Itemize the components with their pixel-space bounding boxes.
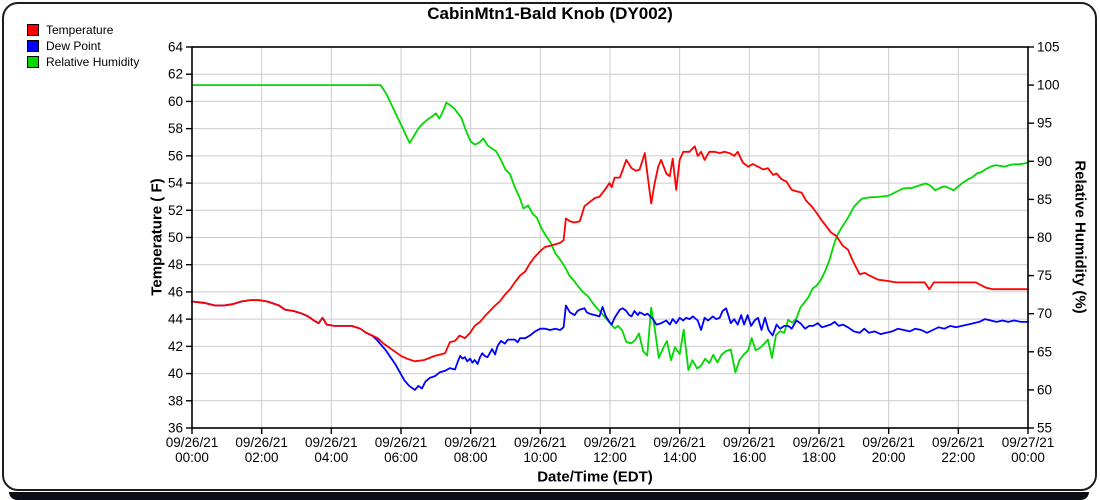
- y-axis-left-tick-label: 52: [168, 203, 183, 218]
- x-axis-tick-time-label: 02:00: [245, 450, 279, 465]
- y-axis-right-tick-label: 55: [1037, 421, 1052, 436]
- y-axis-right-tick-label: 70: [1037, 306, 1052, 321]
- x-axis-tick-date-label: 09/26/21: [793, 435, 846, 450]
- y-axis-left-tick-label: 40: [168, 366, 183, 381]
- x-axis-tick-time-label: 20:00: [872, 450, 906, 465]
- x-axis-tick-time-label: 08:00: [454, 450, 488, 465]
- window-bottom-edge: [9, 492, 1089, 500]
- tick-marks: [186, 46, 1034, 434]
- x-axis-tick-date-label: 09/26/21: [514, 435, 567, 450]
- x-axis-tick-time-label: 06:00: [384, 450, 418, 465]
- tick-labels: 64 62 60 58 56 54 52 50 48 46 44 42 40 38 36 105 100 95 90…: [166, 40, 1060, 466]
- legend-item-dew-point: Dew Point: [27, 38, 139, 54]
- y-axis-left-tick-label: 44: [168, 312, 184, 327]
- y-axis-left-title: Temperature ( F): [148, 178, 166, 296]
- x-axis-tick-date-label: 09/26/21: [166, 435, 219, 450]
- y-axis-left-tick-label: 58: [168, 121, 183, 136]
- x-axis-tick-time-label: 04:00: [314, 450, 348, 465]
- y-axis-left-tick-label: 38: [168, 393, 183, 408]
- dew-point-swatch-icon: [27, 40, 39, 52]
- y-axis-left-tick-label: 50: [168, 230, 183, 245]
- x-axis-title: Date/Time (EDT): [537, 468, 653, 486]
- x-axis-tick-date-label: 09/26/21: [235, 435, 288, 450]
- x-axis-tick-time-label: 00:00: [1011, 450, 1045, 465]
- legend-item-relative-humidity: Relative Humidity: [27, 54, 139, 70]
- relative-humidity-swatch-icon: [27, 56, 39, 68]
- y-axis-left-tick-label: 56: [168, 148, 183, 163]
- legend-label-dew-point: Dew Point: [46, 39, 101, 53]
- y-axis-right-tick-label: 60: [1037, 382, 1052, 397]
- chart-title: CabinMtn1-Bald Knob (DY002): [427, 4, 673, 23]
- x-axis-tick-date-label: 09/26/21: [584, 435, 637, 450]
- y-axis-right-tick-label: 95: [1037, 116, 1052, 131]
- legend-label-temperature: Temperature: [46, 23, 114, 37]
- y-axis-right-tick-label: 80: [1037, 230, 1052, 245]
- x-axis-tick-time-label: 16:00: [732, 450, 766, 465]
- y-axis-right-tick-label: 105: [1037, 40, 1060, 55]
- series-relative-humidity: [191, 84, 1029, 374]
- y-axis-right-tick-label: 75: [1037, 268, 1052, 283]
- x-axis-tick-date-label: 09/26/21: [653, 435, 706, 450]
- y-axis-left-tick-label: 36: [168, 421, 183, 436]
- legend: Temperature Dew Point Relative Humidity: [27, 22, 139, 70]
- x-axis-tick-time-label: 14:00: [663, 450, 697, 465]
- x-axis-tick-date-label: 09/26/21: [444, 435, 497, 450]
- series-dew-point: [191, 299, 1029, 391]
- x-axis-tick-time-label: 12:00: [593, 450, 627, 465]
- y-axis-right-tick-label: 85: [1037, 192, 1052, 207]
- x-axis-tick-date-label: 09/26/21: [375, 435, 428, 450]
- x-axis-tick-date-label: 09/26/21: [305, 435, 358, 450]
- y-axis-right-tick-label: 65: [1037, 344, 1052, 359]
- series-relative-humidity-line: [191, 84, 1029, 374]
- y-axis-left-tick-label: 42: [168, 339, 183, 354]
- temperature-swatch-icon: [27, 24, 39, 36]
- y-axis-left-tick-label: 46: [168, 284, 183, 299]
- x-axis-tick-time-label: 22:00: [941, 450, 975, 465]
- y-axis-left-tick-label: 60: [168, 94, 183, 109]
- x-axis-tick-time-label: 18:00: [802, 450, 836, 465]
- legend-label-relative-humidity: Relative Humidity: [46, 55, 140, 69]
- y-axis-right-tick-label: 100: [1037, 78, 1060, 93]
- x-axis-tick-date-label: 09/26/21: [723, 435, 776, 450]
- series-dew-point-line: [191, 299, 1029, 391]
- gridlines: [192, 47, 1028, 428]
- series-temperature: [191, 145, 1029, 363]
- y-axis-right-title: Relative Humidity (%): [1071, 160, 1089, 314]
- y-axis-left-tick-label: 64: [168, 40, 184, 55]
- series-temperature-line: [191, 145, 1029, 363]
- x-axis-tick-date-label: 09/26/21: [932, 435, 985, 450]
- y-axis-right-tick-label: 90: [1037, 154, 1052, 169]
- x-axis-tick-time-label: 00:00: [175, 450, 209, 465]
- y-axis-left-tick-label: 62: [168, 67, 183, 82]
- x-axis-tick-time-label: 10:00: [523, 450, 557, 465]
- x-axis-tick-date-label: 09/27/21: [1002, 435, 1055, 450]
- y-axis-left-tick-label: 54: [168, 176, 184, 191]
- y-axis-left-tick-label: 48: [168, 257, 183, 272]
- legend-item-temperature: Temperature: [27, 22, 139, 38]
- x-axis-tick-date-label: 09/26/21: [862, 435, 915, 450]
